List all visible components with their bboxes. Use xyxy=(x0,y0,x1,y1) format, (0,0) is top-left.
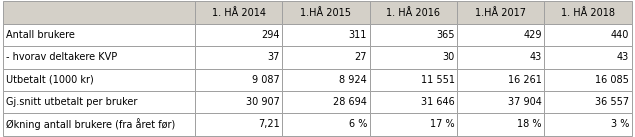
Text: 37 904: 37 904 xyxy=(508,97,542,107)
Bar xyxy=(3,46,195,68)
Bar xyxy=(283,113,370,136)
Text: 28 694: 28 694 xyxy=(333,97,367,107)
Text: 43: 43 xyxy=(617,52,629,62)
Bar xyxy=(457,91,544,113)
Bar xyxy=(195,46,283,68)
Text: 16 085: 16 085 xyxy=(596,75,629,85)
Bar xyxy=(195,91,283,113)
Text: 1.HÅ 2017: 1.HÅ 2017 xyxy=(475,8,526,18)
Text: 440: 440 xyxy=(611,30,629,40)
Text: 429: 429 xyxy=(523,30,542,40)
Text: 365: 365 xyxy=(436,30,455,40)
Bar xyxy=(3,24,195,46)
Text: 36 557: 36 557 xyxy=(595,97,629,107)
Bar xyxy=(370,46,457,68)
Bar xyxy=(370,24,457,46)
Text: 1. HÅ 2018: 1. HÅ 2018 xyxy=(561,8,615,18)
Bar xyxy=(195,1,283,24)
Bar xyxy=(195,24,283,46)
Bar xyxy=(370,1,457,24)
Text: 30: 30 xyxy=(442,52,455,62)
Text: 17 %: 17 % xyxy=(430,119,455,129)
Bar xyxy=(544,46,632,68)
Bar xyxy=(283,68,370,91)
Bar xyxy=(370,91,457,113)
Bar xyxy=(195,113,283,136)
Bar xyxy=(544,1,632,24)
Text: Utbetalt (1000 kr): Utbetalt (1000 kr) xyxy=(6,75,93,85)
Text: 31 646: 31 646 xyxy=(421,97,455,107)
Text: 37: 37 xyxy=(267,52,280,62)
Text: 8 924: 8 924 xyxy=(339,75,367,85)
Text: 16 261: 16 261 xyxy=(508,75,542,85)
Text: Antall brukere: Antall brukere xyxy=(6,30,74,40)
Bar xyxy=(370,68,457,91)
Bar xyxy=(544,68,632,91)
Text: 11 551: 11 551 xyxy=(420,75,455,85)
Bar xyxy=(457,24,544,46)
Text: 30 907: 30 907 xyxy=(246,97,280,107)
Text: 294: 294 xyxy=(261,30,280,40)
Text: 18 %: 18 % xyxy=(518,119,542,129)
Bar xyxy=(457,1,544,24)
Bar xyxy=(544,113,632,136)
Bar xyxy=(3,68,195,91)
Text: 3 %: 3 % xyxy=(611,119,629,129)
Bar xyxy=(457,113,544,136)
Bar xyxy=(195,68,283,91)
Bar xyxy=(3,91,195,113)
Text: 1. HÅ 2014: 1. HÅ 2014 xyxy=(211,8,265,18)
Bar xyxy=(283,46,370,68)
Bar xyxy=(3,1,195,24)
Text: 43: 43 xyxy=(530,52,542,62)
Bar xyxy=(283,1,370,24)
Text: 6 %: 6 % xyxy=(349,119,367,129)
Text: Økning antall brukere (fra året før): Økning antall brukere (fra året før) xyxy=(6,119,175,130)
Text: 27: 27 xyxy=(354,52,367,62)
Bar xyxy=(457,46,544,68)
Text: 1. HÅ 2016: 1. HÅ 2016 xyxy=(386,8,440,18)
Text: 1.HÅ 2015: 1.HÅ 2015 xyxy=(300,8,352,18)
Text: 9 087: 9 087 xyxy=(252,75,280,85)
Bar xyxy=(544,24,632,46)
Text: - hvorav deltakere KVP: - hvorav deltakere KVP xyxy=(6,52,117,62)
Text: 311: 311 xyxy=(349,30,367,40)
Bar xyxy=(544,91,632,113)
Bar xyxy=(370,113,457,136)
Text: 7,21: 7,21 xyxy=(258,119,280,129)
Bar xyxy=(457,68,544,91)
Bar xyxy=(283,24,370,46)
Bar xyxy=(283,91,370,113)
Bar xyxy=(3,113,195,136)
Text: Gj.snitt utbetalt per bruker: Gj.snitt utbetalt per bruker xyxy=(6,97,137,107)
